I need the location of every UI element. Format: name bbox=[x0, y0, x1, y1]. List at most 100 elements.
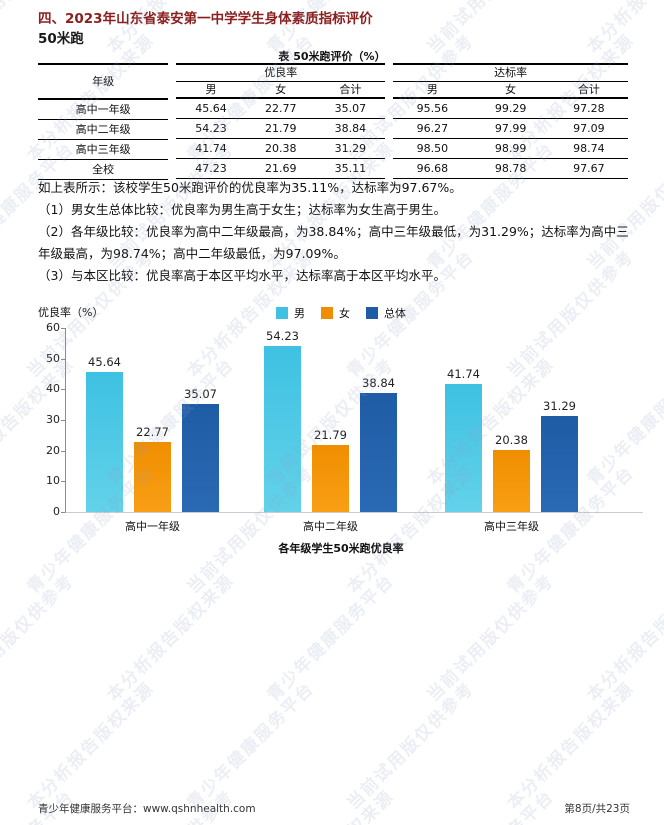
bar-value-label: 21.79 bbox=[314, 428, 347, 442]
y-tick-label: 20 bbox=[46, 443, 60, 457]
excellent-value: 45.64 bbox=[195, 102, 227, 115]
grade-cell: 高中一年级 bbox=[75, 103, 131, 116]
bar-男-高中三年级 bbox=[445, 384, 482, 512]
subheader-男: 男 bbox=[205, 83, 217, 96]
bar-value-label: 22.77 bbox=[136, 425, 169, 439]
x-axis-label-高中三年级: 高中三年级 bbox=[484, 520, 539, 533]
chart-legend: 男 女 总体 bbox=[276, 305, 406, 321]
legend-item-女: 女 bbox=[321, 305, 350, 321]
column-group-excellent: 优良率 bbox=[176, 65, 386, 82]
watermark-text: 青少年健康服务平台 bbox=[420, 783, 559, 825]
bar-value-label: 35.07 bbox=[184, 387, 217, 401]
pass-value: 98.99 bbox=[494, 142, 527, 155]
table-row: 高中三年级 bbox=[38, 140, 169, 160]
watermark-text: 本分析报告版权来源 bbox=[660, 243, 664, 382]
excellent-value: 35.07 bbox=[334, 102, 367, 115]
watermark-text: 本分析报告版权来源 bbox=[583, 570, 664, 706]
page-title: 四、2023年山东省泰安第一中学学生身体素质指标评价 bbox=[38, 11, 373, 27]
analysis-point-2: （2）各年级比较：优良率为高中二年级最高，为38.84%；高中三年级最低，为31… bbox=[38, 224, 629, 261]
y-tick-label: 50 bbox=[46, 351, 60, 365]
pass-value: 96.68 bbox=[416, 162, 449, 175]
watermark-text: 青少年健康服务平台 bbox=[183, 678, 319, 814]
y-tick-label: 10 bbox=[46, 474, 60, 488]
table-row: 54.23 21.79 38.84 bbox=[176, 119, 386, 139]
watermark-text: 青少年健康服务平台 bbox=[263, 570, 399, 706]
y-tick-mark bbox=[61, 420, 65, 421]
pass-value: 95.56 bbox=[416, 102, 449, 115]
bar-value-label: 38.84 bbox=[362, 376, 395, 390]
table-row: 96.68 98.78 97.67 bbox=[393, 159, 628, 179]
evaluation-table: 年级 高中一年级 高中二年级 高中三年级 全校 优良率 男 女 合计 45.64 22.77… bbox=[38, 63, 628, 180]
analysis-point-1: （1）男女生总体比较：优良率为男生高于女生；达标率为女生高于男生。 bbox=[38, 202, 446, 217]
excellent-value: 47.23 bbox=[195, 162, 227, 175]
bar-女-高中一年级 bbox=[134, 442, 171, 512]
subheader-女: 女 bbox=[505, 83, 517, 96]
subheader-合计: 合计 bbox=[577, 83, 600, 96]
watermark-text: 本分析报告版权来源 bbox=[503, 678, 639, 814]
legend-label: 女 bbox=[339, 307, 350, 320]
table-block-excellent: 优良率 男 女 合计 45.64 22.77 35.07 54.23 21.79 38.84 4… bbox=[176, 63, 386, 180]
analysis-point-3: （3）与本区比较：优良率高于本区平均水平，达标率高于本区平均水平。 bbox=[38, 268, 446, 283]
table-row: 95.56 99.29 97.28 bbox=[393, 99, 628, 119]
pass-value: 98.50 bbox=[416, 142, 449, 155]
table-row: 全校 bbox=[38, 160, 169, 180]
bar-女-高中三年级 bbox=[493, 450, 530, 512]
excellent-value: 35.11 bbox=[334, 162, 367, 175]
y-tick-mark bbox=[61, 358, 65, 360]
excellent-value: 20.38 bbox=[264, 142, 297, 155]
watermark-text: 本分析报告版权来源 bbox=[260, 783, 399, 825]
table-row: 高中一年级 bbox=[38, 100, 169, 120]
subheader-女: 女 bbox=[275, 83, 287, 96]
excellent-value: 21.69 bbox=[264, 162, 297, 175]
y-axis-label: 优良率（%） bbox=[38, 306, 104, 319]
excellent-value: 41.74 bbox=[195, 142, 227, 155]
excellent-value: 21.79 bbox=[264, 122, 297, 135]
footer-page-number: 第8页/共23页 bbox=[564, 803, 630, 815]
table-row: 41.74 20.38 31.29 bbox=[176, 139, 386, 159]
grade-cell: 高中三年级 bbox=[75, 143, 131, 156]
watermark-text: 当前试用版仅供参考 bbox=[423, 570, 559, 706]
legend-swatch-icon bbox=[276, 307, 288, 319]
excellent-value: 38.84 bbox=[334, 122, 367, 135]
y-tick-mark bbox=[61, 450, 65, 452]
bar-value-label: 31.29 bbox=[543, 399, 576, 413]
grade-cell: 全校 bbox=[92, 163, 115, 176]
table-block-grade: 年级 高中一年级 高中二年级 高中三年级 全校 bbox=[38, 63, 169, 180]
grade-cell: 高中二年级 bbox=[75, 123, 131, 136]
pass-value: 97.09 bbox=[573, 122, 605, 135]
section-subtitle: 50米跑 bbox=[38, 31, 84, 47]
y-tick-label: 0 bbox=[53, 505, 60, 518]
chart-title: 各年级学生50米跑优良率 bbox=[278, 542, 404, 555]
table-caption: 表 50米跑评价（%） bbox=[278, 50, 386, 63]
y-tick-label: 40 bbox=[46, 382, 60, 396]
y-tick-mark bbox=[61, 481, 65, 483]
y-tick-mark bbox=[61, 389, 65, 391]
watermark-text: 当前试用版仅供参考 bbox=[660, 459, 664, 598]
plot-area: 0 10 20 30 40 50 60 45.64 22.77 35.07 高中一年级 54.23 21… bbox=[46, 321, 643, 533]
pass-value: 99.29 bbox=[494, 102, 527, 115]
pass-value: 96.27 bbox=[416, 122, 449, 135]
legend-label: 男 bbox=[294, 307, 305, 320]
y-tick-mark bbox=[61, 328, 65, 329]
table-row: 高中二年级 bbox=[38, 120, 169, 140]
bar-男-高中二年级 bbox=[264, 346, 301, 512]
analysis-text: 如上表所示：该校学生50米跑评价的优良率为35.11%，达标率为97.67%。 … bbox=[38, 177, 632, 287]
bar-value-label: 20.38 bbox=[495, 433, 528, 447]
analysis-summary: 如上表所示：该校学生50米跑评价的优良率为35.11%，达标率为97.67%。 bbox=[38, 180, 462, 195]
pass-value: 97.28 bbox=[573, 102, 605, 115]
footer-platform-text: 青少年健康服务平台：www.qshnhealth.com bbox=[38, 803, 256, 815]
watermark-text: 青少年健康服务平台 bbox=[660, 675, 664, 814]
y-tick-label: 60 bbox=[46, 321, 60, 334]
table-row: 45.64 22.77 35.07 bbox=[176, 99, 386, 119]
bar-男-高中一年级 bbox=[86, 372, 123, 512]
watermark-text: 本分析报告版权来源 bbox=[23, 678, 159, 814]
excellent-value: 31.29 bbox=[334, 142, 367, 155]
bar-value-label: 54.23 bbox=[266, 329, 299, 343]
y-tick-label: 30 bbox=[46, 413, 60, 426]
bar-value-label: 41.74 bbox=[447, 367, 480, 381]
pass-value: 97.99 bbox=[494, 122, 527, 135]
table-row: 47.23 21.69 35.11 bbox=[176, 159, 386, 179]
pass-value: 97.67 bbox=[573, 162, 605, 175]
bar-女-高中二年级 bbox=[312, 445, 349, 512]
excellent-value: 22.77 bbox=[264, 102, 297, 115]
